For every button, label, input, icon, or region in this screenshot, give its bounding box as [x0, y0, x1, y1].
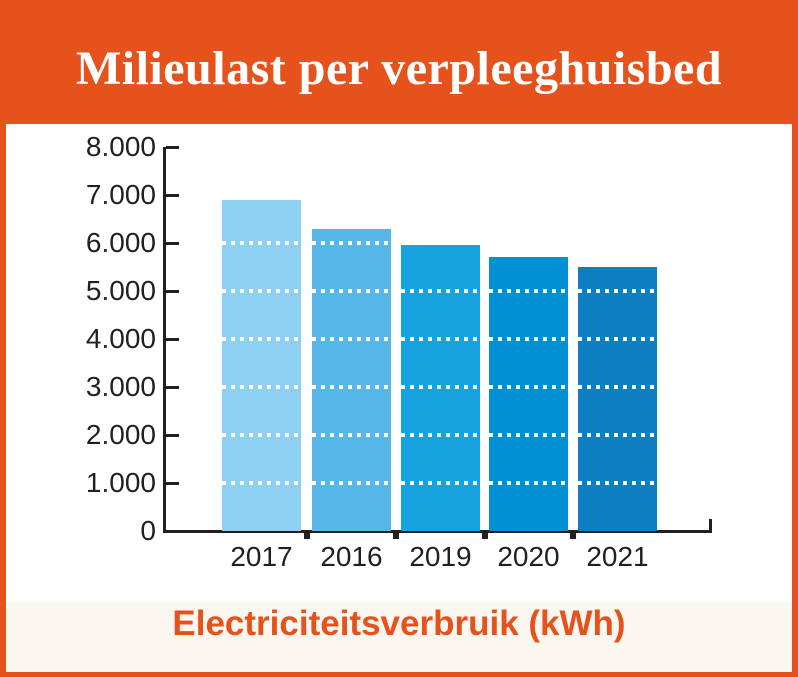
x-axis-line [163, 530, 712, 533]
gridline-4000 [578, 337, 657, 341]
gridline-5000 [312, 289, 391, 293]
y-axis-tick-label: 6.000 [85, 227, 156, 258]
gridline-3000 [312, 385, 391, 389]
gridline-5000 [222, 289, 301, 293]
x-axis-label-2017: 2017 [230, 541, 293, 572]
gridline-2000 [489, 433, 568, 437]
title-banner: Milieulast per verpleeghuisbed [0, 0, 798, 124]
y-axis-tick [166, 289, 179, 293]
gridline-1000 [578, 481, 657, 485]
gridline-1000 [489, 481, 568, 485]
gridline-5000 [489, 289, 568, 293]
gridline-2000 [312, 433, 391, 437]
gridline-2000 [401, 433, 480, 437]
chart-title: Milieulast per verpleeghuisbed [75, 41, 723, 95]
gridline-4000 [401, 337, 480, 341]
x-axis-category-tick [393, 533, 399, 539]
gridline-3000 [578, 385, 657, 389]
frame-border-right [792, 0, 798, 677]
x-axis-category-tick [481, 533, 488, 539]
y-axis-tick [166, 145, 179, 149]
gridline-1000 [222, 481, 301, 485]
x-axis-label-2020: 2020 [497, 541, 560, 572]
y-axis-tick-label: 8.000 [85, 131, 156, 162]
frame-border-left [0, 0, 6, 677]
gridline-4000 [312, 337, 391, 341]
gridline-2000 [578, 433, 657, 437]
gridline-4000 [489, 337, 568, 341]
x-axis-label-2016: 2016 [320, 541, 383, 572]
x-axis-category-tick [570, 533, 576, 539]
y-axis-tick [166, 337, 179, 341]
gridline-5000 [578, 289, 657, 293]
y-axis-tick [166, 193, 179, 197]
y-axis-tick [166, 385, 179, 389]
bar-2017 [222, 199, 301, 531]
gridline-3000 [222, 385, 301, 389]
y-axis-tick-label: 4.000 [85, 323, 156, 354]
gridline-3000 [401, 385, 480, 389]
y-axis-tick-label: 1.000 [85, 467, 156, 498]
y-axis-tick-label: 0 [140, 515, 156, 546]
y-axis-line [163, 147, 166, 533]
bar-2021 [578, 267, 657, 531]
bar-2020 [489, 257, 568, 531]
gridline-2000 [222, 433, 301, 437]
bar-2016 [312, 228, 391, 531]
y-axis-tick [166, 481, 179, 485]
y-axis-tick-label: 3.000 [85, 371, 156, 402]
x-axis-label-2021: 2021 [586, 541, 649, 572]
gridline-5000 [401, 289, 480, 293]
x-axis-end-tick [709, 519, 712, 533]
y-axis-tick-label: 5.000 [85, 275, 156, 306]
y-axis-tick [166, 241, 179, 245]
bar-chart: 0 1.000 2.000 3.000 4.000 5.000 6.000 7.000 8.00… [0, 124, 798, 602]
y-axis-tick [166, 433, 179, 437]
gridline-6000 [312, 241, 391, 245]
y-axis-tick-label: 2.000 [85, 419, 156, 450]
y-axis-tick-label: 7.000 [85, 179, 156, 210]
gridline-3000 [489, 385, 568, 389]
gridline-6000 [222, 241, 301, 245]
gridline-1000 [401, 481, 480, 485]
frame-border-bottom [0, 672, 798, 677]
x-axis-label-2019: 2019 [409, 541, 472, 572]
x-axis-title: Electriciteitsverbruik (kWh) [172, 604, 626, 643]
gridline-1000 [312, 481, 391, 485]
x-axis-category-tick [303, 533, 310, 539]
gridline-4000 [222, 337, 301, 341]
x-axis-title-band: Electriciteitsverbruik (kWh) [6, 602, 792, 672]
